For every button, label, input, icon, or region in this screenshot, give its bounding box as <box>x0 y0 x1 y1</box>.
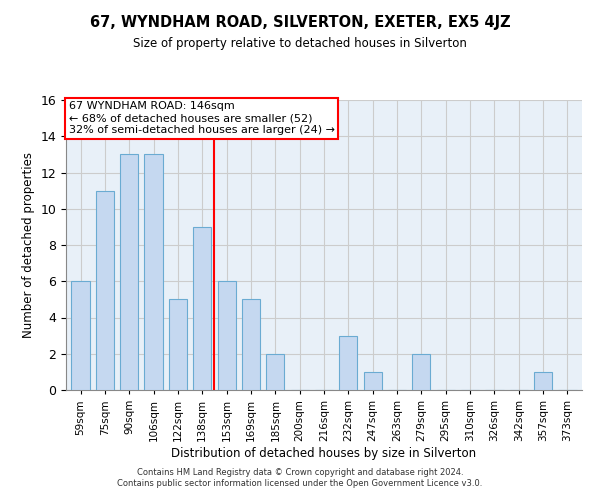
X-axis label: Distribution of detached houses by size in Silverton: Distribution of detached houses by size … <box>172 446 476 460</box>
Text: Contains HM Land Registry data © Crown copyright and database right 2024.
Contai: Contains HM Land Registry data © Crown c… <box>118 468 482 487</box>
Bar <box>339 336 358 390</box>
Bar <box>193 227 211 390</box>
Text: 67, WYNDHAM ROAD, SILVERTON, EXETER, EX5 4JZ: 67, WYNDHAM ROAD, SILVERTON, EXETER, EX5… <box>89 15 511 30</box>
Text: 67 WYNDHAM ROAD: 146sqm
← 68% of detached houses are smaller (52)
32% of semi-de: 67 WYNDHAM ROAD: 146sqm ← 68% of detache… <box>68 102 335 134</box>
Bar <box>169 300 187 390</box>
Bar <box>534 372 552 390</box>
Bar <box>120 154 139 390</box>
Bar <box>364 372 382 390</box>
Bar <box>218 281 236 390</box>
Text: Size of property relative to detached houses in Silverton: Size of property relative to detached ho… <box>133 38 467 51</box>
Bar <box>96 190 114 390</box>
Bar <box>71 281 90 390</box>
Bar <box>242 300 260 390</box>
Bar <box>412 354 430 390</box>
Bar <box>145 154 163 390</box>
Bar <box>266 354 284 390</box>
Y-axis label: Number of detached properties: Number of detached properties <box>22 152 35 338</box>
